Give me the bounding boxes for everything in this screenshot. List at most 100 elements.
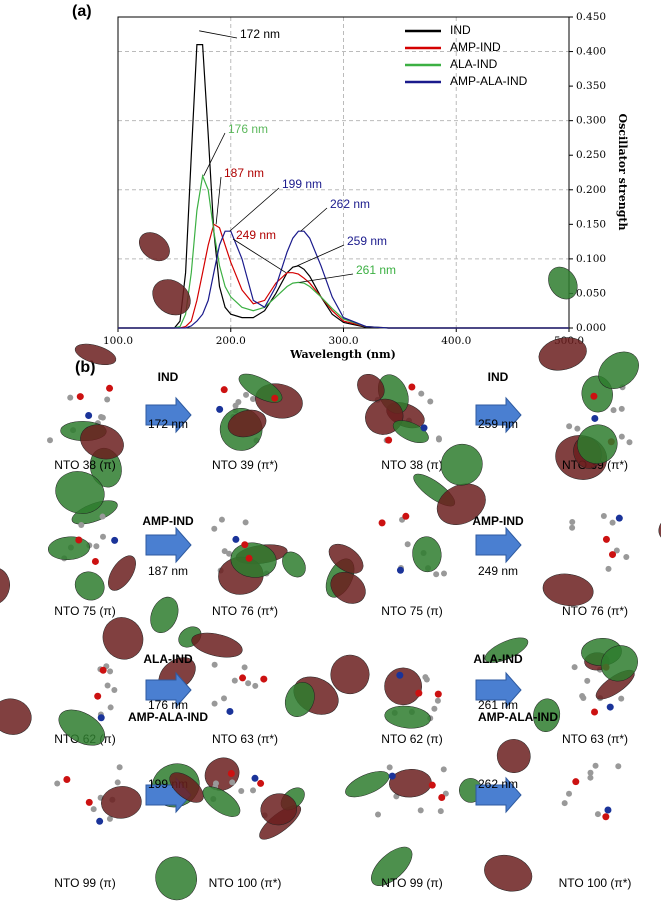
orbital [47,424,202,692]
atom [100,533,107,540]
atom [252,682,259,689]
atom [96,817,104,825]
arrow [475,776,522,814]
atom [594,811,601,818]
lobe [357,373,385,402]
atom [618,695,625,702]
atom [251,774,259,782]
atom [618,405,625,412]
atom [241,541,249,549]
lobe [284,682,315,717]
lobe [384,667,422,706]
atom [561,800,568,807]
atom [229,779,236,786]
annotation-leader [215,176,222,225]
atom [569,519,576,526]
atom [433,571,440,578]
atom [241,664,248,671]
atom [260,675,268,683]
atom [602,813,610,821]
annotation-leader [297,244,345,267]
atom [423,676,430,683]
molecule-name: AMP-ALA-IND [478,710,558,724]
atom [106,384,114,392]
atom [107,668,114,675]
atom [232,535,240,543]
annotation-leader [300,207,328,232]
atom [438,793,446,801]
atom [437,808,444,815]
arrow [145,526,192,564]
y2-tick-label: 0.450 [576,11,606,23]
atom [242,519,249,526]
orbital [169,645,638,818]
molecule-name: IND [488,370,509,384]
orbital [216,373,303,451]
atom [592,762,599,769]
atom [94,692,102,700]
x-tick-label: 300.0 [328,335,358,347]
lobe [371,846,413,886]
arrow [475,526,522,564]
lobe [74,571,105,601]
atom [271,394,279,402]
orbital [58,709,531,826]
y2-axis-label: Oscillator strength [616,113,629,230]
lobe [533,698,561,732]
atom [566,790,573,797]
orbital-label: NTO 63 (π*) [212,732,278,746]
lobe [496,739,531,773]
orbital-label: NTO 39 (π*) [212,458,278,472]
atom [587,769,594,776]
lobe [440,443,483,486]
lobe [658,515,661,542]
orbital [484,762,622,892]
panel-label: (b) [75,359,95,376]
lobe [345,771,390,798]
arrow [475,671,522,709]
atom [385,436,393,444]
lobe [101,786,142,819]
y2-tick-label: 0.300 [576,115,606,127]
lobe [600,645,638,682]
atom [226,550,233,557]
atom [238,787,245,794]
atom [574,425,581,432]
lobe [102,617,144,660]
transition-wavelength: 172 nm [148,417,188,431]
lobe [0,698,32,735]
molecule-name: IND [158,370,179,384]
lobe [538,337,587,371]
orbital [533,515,661,732]
lobe [238,373,283,403]
lobe [577,424,618,464]
transition-wavelength: 261 nm [478,698,518,712]
atom [613,547,620,554]
orbital [0,698,413,901]
y2-tick-label: 0.050 [576,287,606,299]
lobe [328,543,364,574]
atom [47,437,54,444]
orbital-label: NTO 100 (π*) [559,876,632,890]
atom [605,565,612,572]
plot-frame [117,16,570,329]
series-line [118,173,569,329]
orbital-label: NTO 63 (π*) [562,732,628,746]
atom [626,439,633,446]
lobe [484,854,533,892]
orbital [284,637,529,729]
atom [378,519,386,527]
atom [435,436,442,443]
atom [243,391,250,398]
orbital [211,516,306,595]
atom [245,554,253,562]
lobe [55,471,105,514]
atom [116,764,123,771]
atom [93,543,100,550]
atom [591,414,599,422]
lobe [260,793,298,826]
atom [427,398,434,405]
lobe [392,420,429,444]
annotation: 172 nm [240,27,280,41]
atom [90,806,97,813]
